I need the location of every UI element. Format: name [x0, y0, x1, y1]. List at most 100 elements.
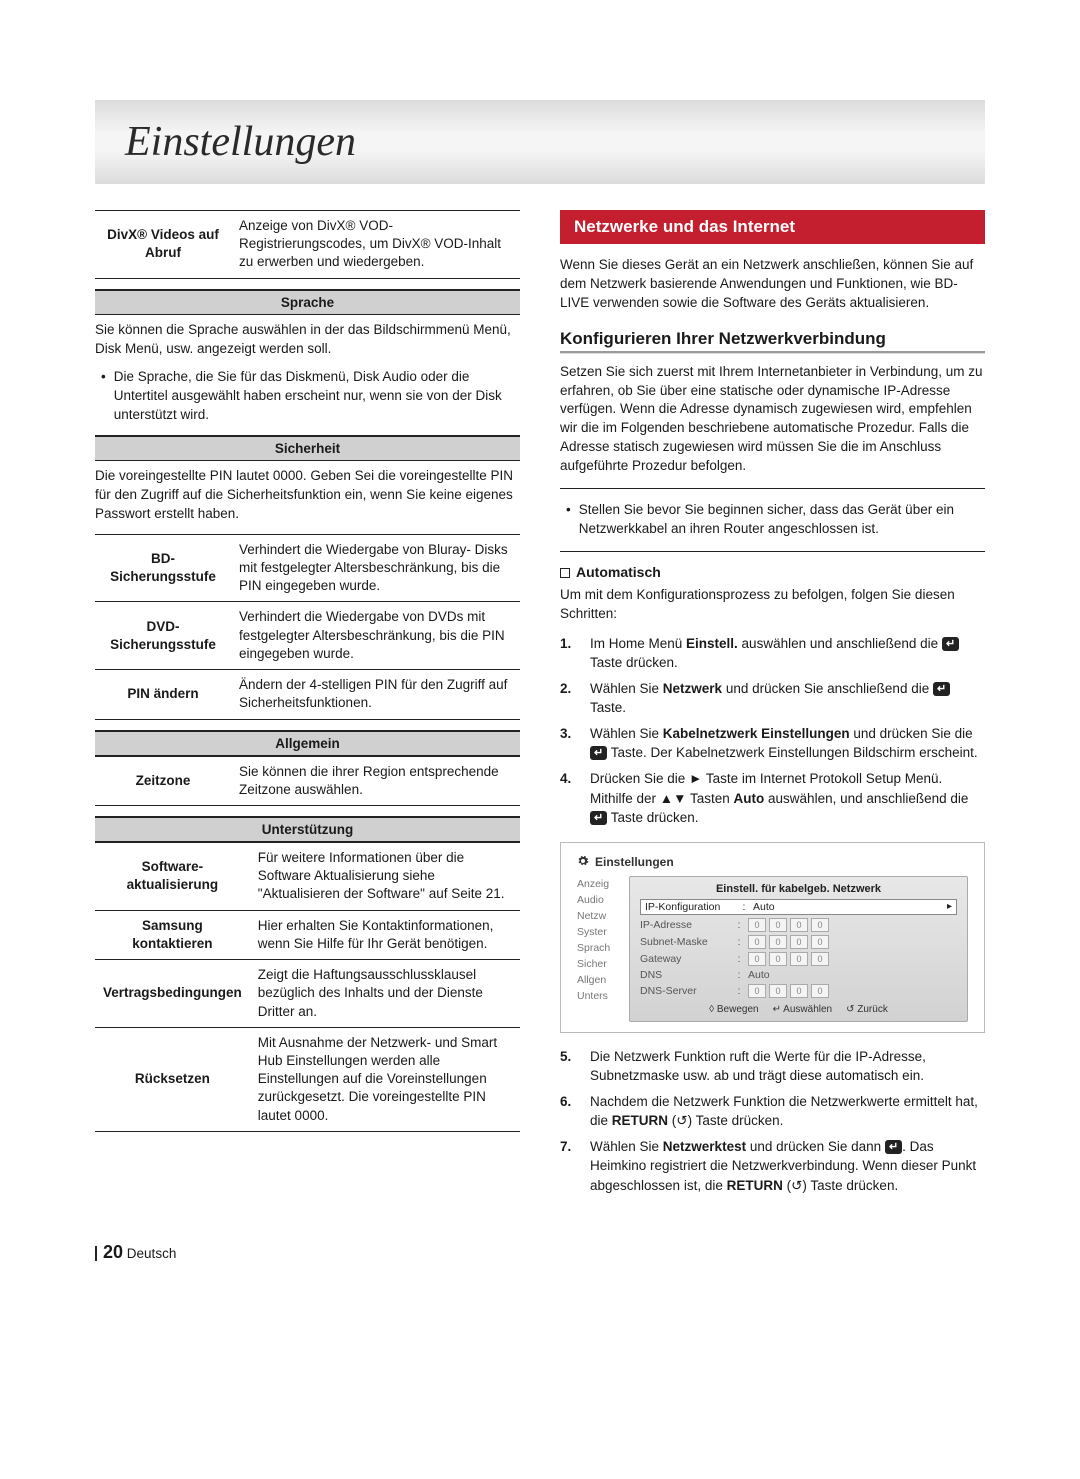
- ss-row-value: Auto: [748, 969, 770, 981]
- ss-octets: 0000: [748, 918, 829, 932]
- ss-row: DNS:Auto: [640, 969, 957, 981]
- ui-screenshot: Einstellungen AnzeigAudioNetzwSysterSpra…: [560, 842, 985, 1033]
- ss-row: DNS-Server:0000: [640, 984, 957, 998]
- row-val: Verhindert die Wiedergabe von Bluray- Di…: [231, 534, 520, 602]
- subheading-konfig: Konfigurieren Ihrer Netzwerkverbindung: [560, 329, 985, 349]
- row-val: Für weitere Informationen über die Softw…: [250, 842, 520, 910]
- step-text: Im Home Menü Einstell. auswählen und ans…: [590, 634, 985, 673]
- row-key: Vertragsbedingungen: [95, 960, 250, 1028]
- enter-icon: ↵: [885, 1140, 902, 1154]
- row-key: Samsung kontaktieren: [95, 910, 250, 959]
- row-val: Zeigt die Haftungsausschlussklausel bezü…: [250, 960, 520, 1028]
- ss-footer: ◊ Bewegen↵ Auswählen↺ Zurück: [640, 1004, 957, 1015]
- allgemein-table: ZeitzoneSie können die ihrer Region ents…: [95, 756, 520, 806]
- auto-intro: Um mit dem Konfigurationsprozess zu befo…: [560, 586, 985, 624]
- step-item: Im Home Menü Einstell. auswählen und ans…: [560, 634, 985, 673]
- ss-side-item: Unters: [577, 988, 629, 1004]
- table-row: Software-aktualisierungFür weitere Infor…: [95, 842, 520, 910]
- sicherheit-table: BD-SicherungsstufeVerhindert die Wiederg…: [95, 534, 520, 720]
- bullet-dot: •: [566, 501, 571, 539]
- ss-octets: 0000: [748, 952, 829, 966]
- colon: :: [736, 969, 742, 981]
- ss-octet: 0: [790, 918, 808, 932]
- enter-icon: ↵: [590, 746, 607, 760]
- left-column: DivX® Videos auf Abruf Anzeige von DivX®…: [95, 210, 520, 1202]
- ss-side-item: Netzw: [577, 908, 629, 924]
- ss-row: IP-Konfiguration:Auto▸: [640, 899, 957, 915]
- row-val: Ändern der 4-stelligen PIN für den Zugri…: [231, 670, 520, 719]
- ss-row-label: DNS-Server: [640, 985, 730, 997]
- unterst-table: Software-aktualisierungFür weitere Infor…: [95, 842, 520, 1132]
- step-text: Wählen Sie Netzwerktest und drücken Sie …: [590, 1137, 985, 1196]
- row-key: DVD-Sicherungsstufe: [95, 602, 231, 670]
- row-val: Verhindert die Wiedergabe von DVDs mit f…: [231, 602, 520, 670]
- enter-icon: ↵: [590, 811, 607, 825]
- colon: :: [741, 901, 747, 913]
- row-key: BD-Sicherungsstufe: [95, 534, 231, 602]
- table-row: ZeitzoneSie können die ihrer Region ents…: [95, 756, 520, 805]
- bullet-dot: •: [101, 368, 106, 425]
- table-row: Samsung kontaktierenHier erhalten Sie Ko…: [95, 910, 520, 959]
- ss-octet: 0: [748, 984, 766, 998]
- table-row: BD-SicherungsstufeVerhindert die Wiederg…: [95, 534, 520, 602]
- ss-sidebar: AnzeigAudioNetzwSysterSprachSicherAllgen…: [577, 876, 629, 1022]
- auto-heading: Automatisch: [560, 564, 985, 580]
- auto-label: Automatisch: [576, 564, 661, 580]
- step-item: Wählen Sie Kabelnetzwerk Einstellungen u…: [560, 724, 985, 763]
- ss-octet: 0: [790, 952, 808, 966]
- table-row: PIN ändernÄndern der 4-stelligen PIN für…: [95, 670, 520, 719]
- colon: :: [736, 953, 742, 965]
- row-key: Zeitzone: [95, 756, 231, 805]
- page-lang: Deutsch: [127, 1246, 177, 1261]
- enter-icon: ↵: [942, 637, 959, 651]
- ss-side-item: Allgen: [577, 972, 629, 988]
- step-text: Wählen Sie Kabelnetzwerk Einstellungen u…: [590, 724, 985, 763]
- arrow-right-icon: ▸: [947, 901, 952, 912]
- intro-para: Wenn Sie dieses Gerät an ein Netzwerk an…: [560, 256, 985, 313]
- ss-footer-item: ↺ Zurück: [846, 1004, 888, 1015]
- checkbox-icon: [560, 568, 570, 578]
- ss-octets: 0000: [748, 984, 829, 998]
- row-key: Software-aktualisierung: [95, 842, 250, 910]
- sprache-bullet: • Die Sprache, die Sie für das Diskmenü,…: [101, 368, 520, 425]
- section-head-allgemein: Allgemein: [95, 730, 520, 756]
- step-item: Drücken Sie die ► Taste im Internet Prot…: [560, 769, 985, 828]
- step-item: Wählen Sie Netzwerk und drücken Sie ansc…: [560, 679, 985, 718]
- sicherheit-para: Die voreingestellte PIN lautet 0000. Geb…: [95, 467, 520, 524]
- note-bullet: • Stellen Sie bevor Sie beginnen sicher,…: [566, 501, 981, 539]
- page-title: Einstellungen: [95, 118, 985, 166]
- colon: :: [736, 936, 742, 948]
- bullet-text: Stellen Sie bevor Sie beginnen sicher, d…: [579, 501, 981, 539]
- ss-side-item: Syster: [577, 924, 629, 940]
- red-section-title: Netzwerke und das Internet: [560, 210, 985, 244]
- steps-list-1: Im Home Menü Einstell. auswählen und ans…: [560, 634, 985, 828]
- ss-octet: 0: [748, 918, 766, 932]
- konfig-para: Setzen Sie sich zuerst mit Ihrem Interne…: [560, 363, 985, 476]
- ss-octet: 0: [769, 984, 787, 998]
- table-row: RücksetzenMit Ausnahme der Netzwerk- und…: [95, 1027, 520, 1131]
- row-val: Hier erhalten Sie Kontaktinformationen, …: [250, 910, 520, 959]
- page-number: 20: [103, 1242, 123, 1262]
- ss-footer-item: ↵ Auswählen: [773, 1004, 833, 1015]
- ss-rows: IP-Konfiguration:Auto▸IP-Adresse:0000Sub…: [640, 899, 957, 998]
- ss-panel-title: Einstell. für kabelgeb. Netzwerk: [640, 883, 957, 895]
- step-item: Wählen Sie Netzwerktest und drücken Sie …: [560, 1137, 985, 1196]
- step-text: Nachdem die Netzwerk Funktion die Netzwe…: [590, 1092, 985, 1131]
- step-item: Die Netzwerk Funktion ruft die Werte für…: [560, 1047, 985, 1086]
- ss-octet: 0: [748, 935, 766, 949]
- title-band: Einstellungen: [95, 100, 985, 184]
- bullet-text: Die Sprache, die Sie für das Diskmenü, D…: [114, 368, 520, 425]
- ss-panel: Einstell. für kabelgeb. Netzwerk IP-Konf…: [629, 876, 968, 1022]
- step-item: Nachdem die Netzwerk Funktion die Netzwe…: [560, 1092, 985, 1131]
- ss-octet: 0: [769, 952, 787, 966]
- colon: :: [736, 985, 742, 997]
- step-text: Drücken Sie die ► Taste im Internet Prot…: [590, 769, 985, 828]
- section-head-sprache: Sprache: [95, 289, 520, 315]
- ss-octet: 0: [769, 935, 787, 949]
- ss-octet: 0: [748, 952, 766, 966]
- gear-icon: [577, 855, 589, 870]
- ss-octet: 0: [811, 952, 829, 966]
- ss-octet: 0: [769, 918, 787, 932]
- page: Einstellungen DivX® Videos auf Abruf Anz…: [0, 0, 1080, 1313]
- columns: DivX® Videos auf Abruf Anzeige von DivX®…: [95, 210, 985, 1202]
